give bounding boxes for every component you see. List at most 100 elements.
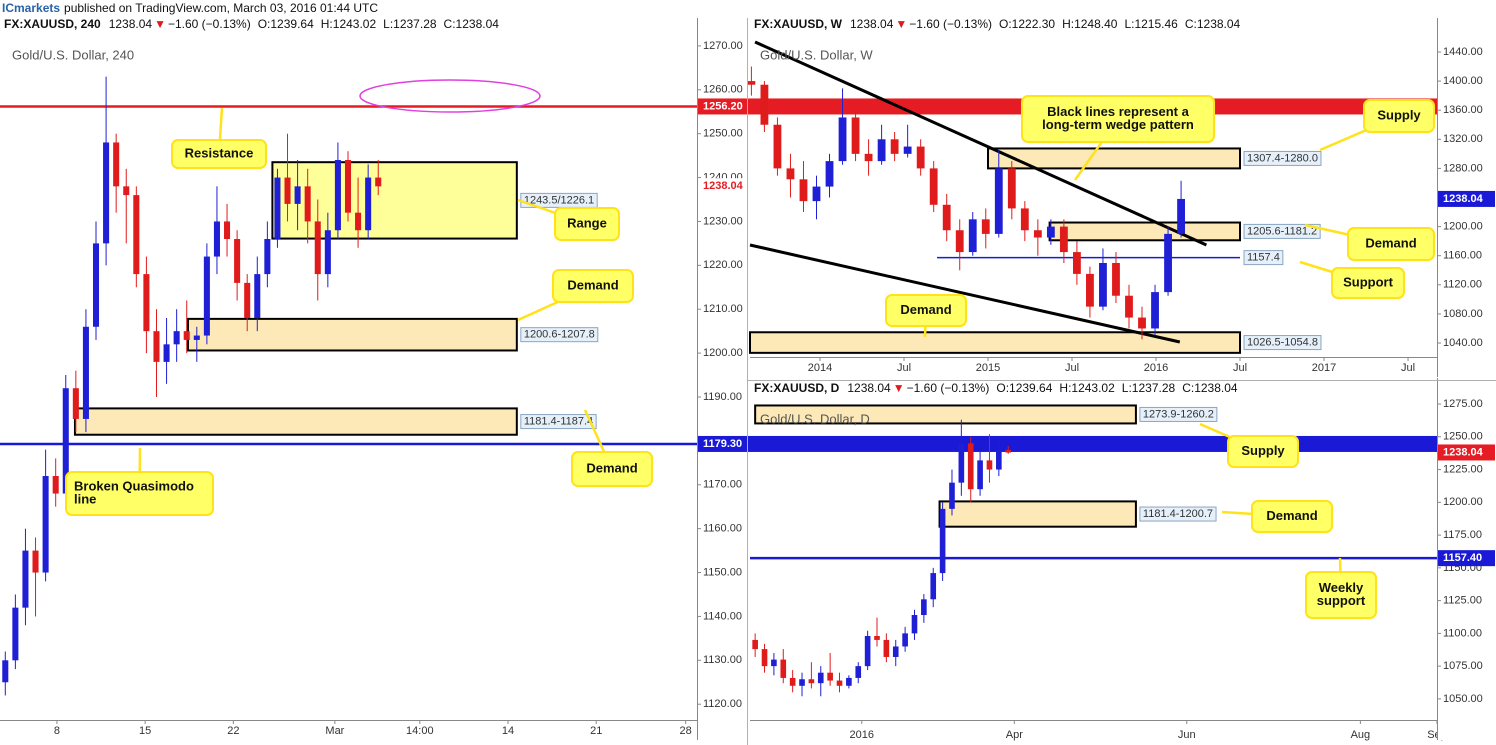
candle-body <box>82 326 89 419</box>
ohlc-value: L:1237.28 <box>383 17 437 31</box>
price-flag-label: 1179.30 <box>703 438 742 450</box>
candle-body <box>1177 198 1185 234</box>
y-tick-label: 1320.00 <box>1443 133 1483 145</box>
candle-body <box>903 146 912 154</box>
candle-body <box>994 168 1003 234</box>
candle-body <box>846 677 852 686</box>
y-tick-label: 1190.00 <box>703 391 742 403</box>
callout-text: Range <box>567 215 607 230</box>
x-tick-label: 22 <box>227 725 239 737</box>
price-flag-label: 1256.20 <box>703 100 743 112</box>
y-tick-label: 1200.00 <box>1443 496 1483 508</box>
y-tick-label: 1160.00 <box>1443 250 1482 262</box>
candle-body <box>967 443 974 490</box>
candle-body <box>855 666 862 678</box>
callout-box <box>1305 571 1377 619</box>
price-flag-label: 1238.04 <box>1443 446 1484 458</box>
y-tick-label: 1050.00 <box>1443 693 1483 705</box>
candle-body <box>808 679 815 684</box>
candle-body <box>1086 273 1094 307</box>
y-tick-label: 1175.00 <box>1443 529 1482 541</box>
y-tick-label: 1360.00 <box>1443 104 1483 116</box>
candle-body <box>981 219 990 234</box>
zone-label: 1307.4-1280.0 <box>1247 152 1318 164</box>
x-tick-label: Jul <box>1065 362 1079 374</box>
candle-body <box>799 179 808 202</box>
candle-body <box>1059 226 1068 253</box>
ohlc-value: C:1238.04 <box>444 17 500 31</box>
callout-text: Demand <box>1266 508 1317 523</box>
header-text: published on TradingView.com, March 03, … <box>64 1 378 15</box>
candle-body <box>314 221 321 275</box>
page-header: ICmarkets published on TradingView.com, M… <box>2 1 378 15</box>
candle-body <box>2 660 9 683</box>
candle-body <box>344 160 352 213</box>
zone <box>271 161 518 240</box>
callout-text: line <box>74 491 96 506</box>
candle-body <box>1151 292 1159 329</box>
callout-box <box>1347 227 1435 261</box>
ohlc-value: L:1237.28 <box>1122 381 1176 395</box>
candle-body <box>949 482 955 509</box>
price-flag <box>698 435 1495 452</box>
candle-body <box>930 573 937 600</box>
callout-box <box>571 451 653 487</box>
zone <box>1048 221 1242 242</box>
callout-text: Black lines represent a <box>1047 104 1189 119</box>
ohlc-value: O:1239.64 <box>996 381 1052 395</box>
callout-text: Supply <box>1241 443 1285 458</box>
candle-body <box>761 649 768 667</box>
brand: ICmarkets <box>2 1 60 15</box>
price-flag-label: 1157.40 <box>1443 552 1482 564</box>
candle-body <box>1073 252 1081 274</box>
trendline <box>754 40 1208 247</box>
callout-text: long-term wedge pattern <box>1042 117 1194 132</box>
candle-body <box>883 639 890 657</box>
y-tick-label: 1230.00 <box>703 215 743 227</box>
x-tick-label: Jun <box>1178 729 1196 741</box>
x-tick-label: Jul <box>1401 362 1415 374</box>
candle-body <box>304 186 311 222</box>
x-tick-label: 2014 <box>808 362 832 374</box>
callout-text: Demand <box>567 277 618 292</box>
y-tick-label: 1140.00 <box>703 610 742 622</box>
x-tick-label: 2016 <box>850 729 874 741</box>
callout-text: support <box>1317 593 1366 608</box>
candle-body <box>375 177 382 187</box>
candle-body <box>92 243 100 327</box>
candle-body <box>955 230 964 253</box>
candle-body <box>789 677 796 686</box>
price-flag <box>1438 190 1495 207</box>
x-tick-label: 14:00 <box>406 725 434 737</box>
candle-body <box>1164 233 1172 293</box>
y-tick-label: 1440.00 <box>1443 46 1483 58</box>
candle-body <box>324 230 331 275</box>
candle-body <box>812 186 821 202</box>
candle-body <box>244 282 251 318</box>
candle-body <box>224 221 231 240</box>
candle-body <box>294 186 301 204</box>
trendline <box>749 243 1181 344</box>
callout-box <box>1331 267 1405 299</box>
candle-body <box>143 274 150 332</box>
last-price: 1238.04 <box>850 17 894 31</box>
change: −1.60 (−0.13%) <box>907 381 990 395</box>
zone-label-box <box>1243 223 1321 239</box>
candle-body <box>62 388 69 494</box>
candle-body <box>977 460 983 490</box>
candle-body <box>203 256 210 336</box>
panel-title: Gold/U.S. Dollar, W <box>760 47 873 62</box>
candle-body <box>939 508 946 574</box>
candle-body <box>921 599 927 616</box>
quote-line: FX:XAUUSD, 240 1238.04 ▼ −1.60 (−0.13%) O:12… <box>4 17 499 31</box>
price-flag <box>698 178 1495 195</box>
callout-box <box>1021 95 1215 143</box>
candle-body <box>264 239 271 275</box>
candle-body <box>827 672 833 681</box>
zone-label: 1181.4-1187.4 <box>524 415 593 427</box>
change: −1.60 (−0.13%) <box>909 17 992 31</box>
candle-body <box>916 146 925 169</box>
candle-body <box>1138 317 1146 329</box>
zone-label: 1157.4 <box>1247 252 1280 264</box>
y-tick-label: 1075.00 <box>1443 660 1483 672</box>
